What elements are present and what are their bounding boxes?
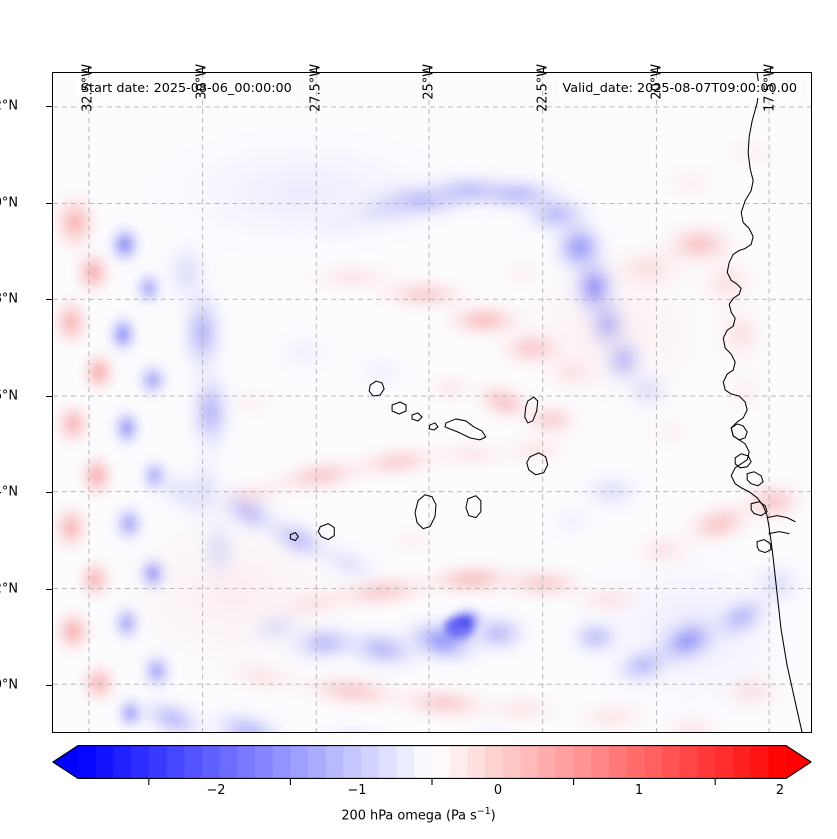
colorbar-title: 200 hPa omega (Pa s−1) — [0, 806, 837, 823]
colorbar-band — [378, 745, 398, 779]
colorbar-band — [361, 745, 380, 779]
colorbar-band — [201, 745, 221, 779]
colorbar-band — [325, 745, 345, 779]
ytick-label-14n: 14°N — [0, 484, 18, 500]
colorbar-band — [396, 745, 415, 779]
map-axes[interactable]: Start date: 2025-08-06_00:00:00 Valid_da… — [52, 72, 812, 733]
colorbar-extend-low — [52, 745, 78, 779]
colorbar-band — [750, 745, 769, 779]
colorbar-band — [95, 745, 114, 779]
colorbar-band — [732, 745, 752, 779]
colorbar-band — [432, 745, 451, 779]
colorbar-band — [131, 745, 150, 779]
ytick-mark — [46, 299, 52, 300]
colorbar-band — [308, 745, 327, 779]
ytick-label-12n: 12°N — [0, 581, 18, 597]
colorbar-tick-zero: 0 — [493, 783, 503, 798]
colorbar-band — [449, 745, 468, 779]
colorbar-band — [272, 745, 291, 779]
colorbar-tick-neg1: −1 — [347, 783, 367, 798]
ytick-mark — [46, 203, 52, 204]
colorbar-band — [679, 745, 699, 779]
xtick-mark — [657, 66, 658, 72]
xtick-mark — [88, 66, 89, 72]
colorbar-band — [538, 745, 557, 779]
colorbar-band — [626, 745, 645, 779]
ytick-label-16n: 16°N — [0, 388, 18, 404]
ytick-label-20n: 20°N — [0, 195, 18, 211]
colorbar-band — [644, 745, 663, 779]
xtick-mark — [316, 66, 317, 72]
colorbar-band — [520, 745, 539, 779]
colorbar-band — [573, 745, 592, 779]
ytick-mark — [46, 685, 52, 686]
colorbar-band — [148, 745, 168, 779]
colorbar-band — [502, 745, 522, 779]
colorbar-band — [591, 745, 610, 779]
ytick-label-18n: 18°N — [0, 291, 18, 307]
ytick-mark — [46, 492, 52, 493]
colorbar-band — [697, 745, 716, 779]
ytick-mark — [46, 106, 52, 107]
xtick-mark — [770, 66, 771, 72]
colorbar-tick-neg2: −2 — [206, 783, 226, 798]
colorbar-tick-pos2: 2 — [775, 783, 785, 798]
colorbar-band — [555, 745, 575, 779]
valid-date-annotation: Valid_date: 2025-08-07T09:00:00.00 — [558, 81, 801, 98]
colorbar-title-exponent: −1 — [476, 806, 491, 817]
start-date-annotation: Start date: 2025-08-06_00:00:00 — [77, 81, 296, 98]
omega-field — [53, 73, 811, 732]
ytick-label-22n: 22°N — [0, 98, 18, 114]
colorbar-band — [467, 745, 486, 779]
colorbar-band — [768, 745, 787, 779]
colorbar-band — [78, 745, 97, 779]
colorbar-title-suffix: ) — [490, 808, 496, 824]
colorbar-band — [290, 745, 309, 779]
colorbar-tick-pos1: 1 — [634, 783, 644, 798]
xtick-mark — [429, 66, 430, 72]
colorbar-gradient — [52, 745, 812, 785]
colorbar-band — [113, 745, 132, 779]
ytick-mark — [46, 589, 52, 590]
colorbar-band — [609, 745, 628, 779]
colorbar-band — [715, 745, 734, 779]
colorbar-band — [237, 745, 256, 779]
colorbar-extend-high — [786, 745, 812, 779]
colorbar[interactable] — [52, 745, 812, 785]
colorbar-band — [662, 745, 681, 779]
colorbar-title-text: 200 hPa omega (Pa s — [341, 808, 477, 824]
colorbar-band — [219, 745, 238, 779]
ytick-mark — [46, 396, 52, 397]
colorbar-band — [255, 745, 274, 779]
ytick-label-10n: 10°N — [0, 677, 18, 693]
xtick-mark — [202, 66, 203, 72]
colorbar-band — [485, 745, 504, 779]
colorbar-band — [184, 745, 203, 779]
colorbar-band — [414, 745, 433, 779]
colorbar-band — [343, 745, 362, 779]
colorbar-band — [166, 745, 185, 779]
xtick-mark — [543, 66, 544, 72]
